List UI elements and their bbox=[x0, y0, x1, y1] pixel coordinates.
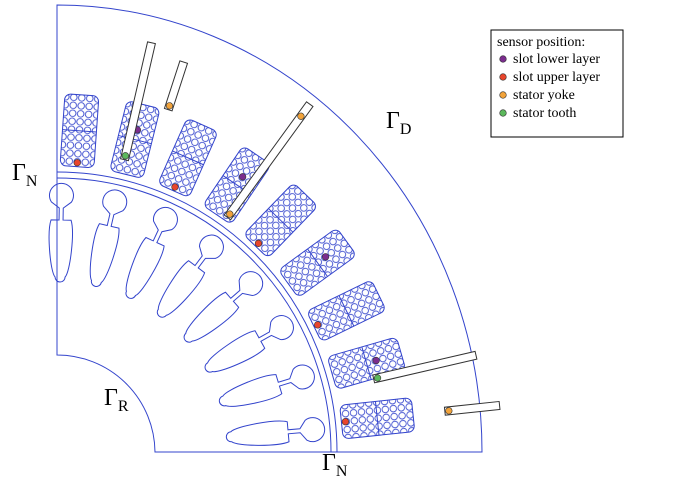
legend: sensor position: slot lower layer slot up… bbox=[491, 30, 623, 137]
slot bbox=[278, 228, 356, 298]
rotor-pole bbox=[118, 203, 181, 303]
rotor-pole bbox=[177, 267, 267, 350]
slot bbox=[327, 337, 406, 390]
pole-shape bbox=[84, 188, 130, 290]
legend-label: slot lower layer bbox=[513, 52, 600, 67]
pole-shape bbox=[200, 311, 298, 380]
rotor-pole bbox=[84, 188, 130, 290]
motor-diagram: ΓN ΓD ΓR ΓN sensor position: slot lower … bbox=[0, 0, 686, 482]
legend-marker bbox=[500, 56, 507, 63]
sensor-dot bbox=[445, 407, 452, 414]
pole-shape bbox=[216, 362, 317, 414]
legend-title: sensor position: bbox=[497, 35, 585, 50]
boundary-label: ΓR bbox=[104, 385, 129, 415]
rotor-pole bbox=[200, 311, 298, 380]
boundary-label: ΓD bbox=[386, 108, 411, 138]
pole-shape bbox=[177, 267, 267, 350]
rotor-pole bbox=[216, 362, 317, 414]
slot bbox=[243, 183, 317, 258]
rotor-pole bbox=[225, 417, 325, 450]
sensor-dot bbox=[74, 159, 81, 166]
slot bbox=[158, 118, 218, 198]
slot bbox=[340, 398, 415, 439]
legend-label: stator tooth bbox=[513, 106, 576, 121]
sensor-dot bbox=[342, 418, 349, 425]
legend-marker bbox=[500, 110, 507, 117]
rotor-pole bbox=[48, 183, 74, 282]
probe bbox=[164, 61, 187, 111]
pole-shape bbox=[118, 203, 181, 303]
legend-marker bbox=[500, 74, 507, 81]
legend-label: slot upper layer bbox=[513, 70, 600, 85]
probe bbox=[444, 402, 500, 416]
pole-shape bbox=[48, 183, 74, 282]
probe-rect bbox=[444, 402, 500, 416]
slot bbox=[307, 280, 387, 342]
legend-marker bbox=[500, 92, 507, 99]
slot bbox=[60, 94, 99, 168]
pole-shape bbox=[225, 417, 325, 450]
boundary-label: ΓN bbox=[12, 160, 38, 190]
boundary-label: ΓN bbox=[322, 450, 348, 480]
slot bbox=[203, 146, 271, 225]
legend-label: stator yoke bbox=[513, 88, 575, 103]
